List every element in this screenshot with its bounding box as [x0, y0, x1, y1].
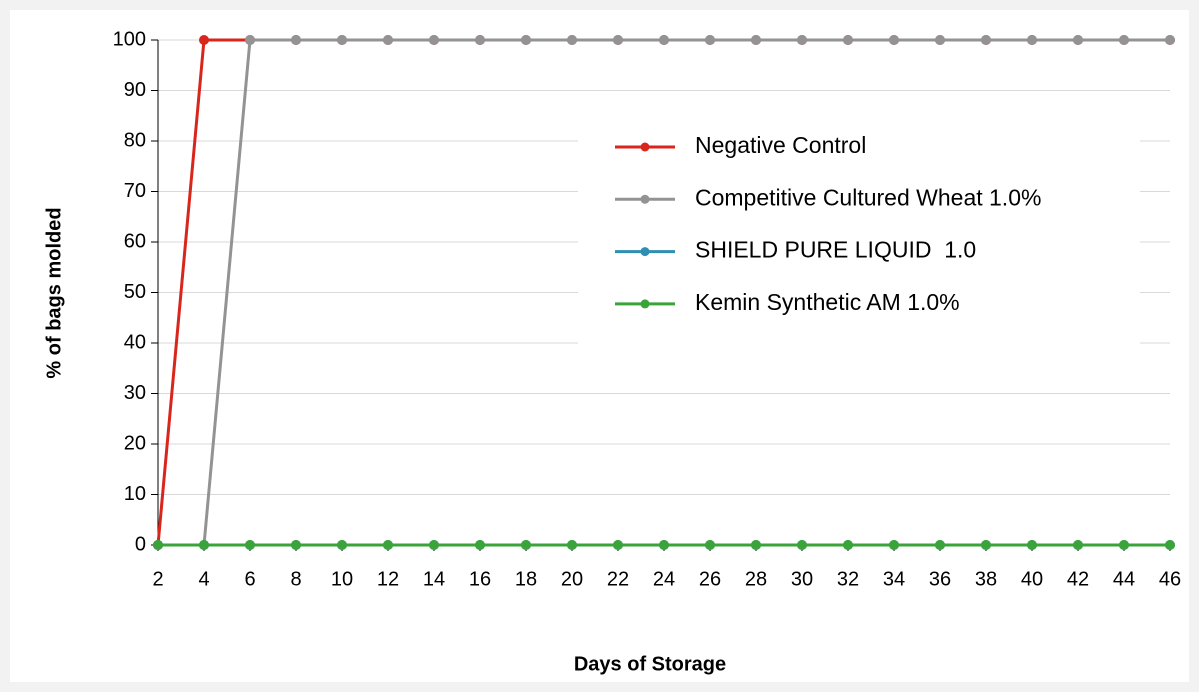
x-tick-label: 30: [791, 568, 813, 590]
data-point: [199, 35, 209, 45]
x-tick-label: 46: [1159, 568, 1181, 590]
data-point: [429, 35, 439, 45]
data-point: [981, 540, 991, 550]
legend-label: SHIELD PURE LIQUID 1.0: [695, 237, 976, 263]
x-tick-label: 24: [653, 568, 675, 590]
legend-marker: [640, 247, 650, 257]
legend-marker: [640, 194, 650, 204]
data-point: [1119, 35, 1129, 45]
data-point: [1073, 35, 1083, 45]
y-tick-label: 90: [124, 79, 146, 101]
x-tick-label: 8: [290, 568, 301, 590]
x-tick-label: 12: [377, 568, 399, 590]
x-tick-label: 42: [1067, 568, 1089, 590]
data-point: [383, 540, 393, 550]
data-point: [153, 540, 163, 550]
data-point: [843, 35, 853, 45]
y-tick-label: 70: [124, 180, 146, 202]
x-tick-label: 44: [1113, 568, 1135, 590]
legend-label: Competitive Cultured Wheat 1.0%: [695, 184, 1041, 210]
y-tick-label: 20: [124, 432, 146, 454]
x-tick-label: 6: [244, 568, 255, 590]
data-point: [1165, 35, 1175, 45]
data-point: [889, 540, 899, 550]
data-point: [613, 540, 623, 550]
data-point: [337, 35, 347, 45]
x-tick-label: 20: [561, 568, 583, 590]
x-tick-label: 2: [152, 568, 163, 590]
legend-box: [578, 95, 1140, 365]
data-point: [1119, 540, 1129, 550]
legend-marker: [640, 299, 650, 309]
data-point: [245, 35, 255, 45]
x-tick-label: 16: [469, 568, 491, 590]
x-tick-label: 34: [883, 568, 905, 590]
data-point: [613, 35, 623, 45]
y-tick-label: 100: [113, 28, 146, 50]
data-point: [981, 35, 991, 45]
legend-label: Kemin Synthetic AM 1.0%: [695, 289, 960, 315]
data-point: [337, 540, 347, 550]
data-point: [751, 35, 761, 45]
y-tick-label: 80: [124, 129, 146, 151]
x-tick-label: 36: [929, 568, 951, 590]
x-tick-label: 28: [745, 568, 767, 590]
data-point: [475, 35, 485, 45]
data-point: [659, 540, 669, 550]
data-point: [935, 35, 945, 45]
data-point: [659, 35, 669, 45]
data-point: [751, 540, 761, 550]
y-tick-label: 50: [124, 281, 146, 303]
y-tick-label: 40: [124, 331, 146, 353]
data-point: [475, 540, 485, 550]
y-axis-title: % of bags molded: [43, 207, 65, 378]
data-point: [935, 540, 945, 550]
data-point: [843, 540, 853, 550]
x-tick-label: 14: [423, 568, 445, 590]
data-point: [521, 35, 531, 45]
x-tick-label: 32: [837, 568, 859, 590]
y-tick-label: 10: [124, 483, 146, 505]
y-tick-label: 0: [135, 533, 146, 555]
x-tick-label: 18: [515, 568, 537, 590]
data-point: [245, 540, 255, 550]
data-point: [567, 35, 577, 45]
data-point: [521, 540, 531, 550]
x-axis-title: Days of Storage: [574, 653, 726, 675]
data-point: [797, 35, 807, 45]
legend-label: Negative Control: [695, 132, 866, 158]
data-point: [1027, 540, 1037, 550]
data-point: [567, 540, 577, 550]
data-point: [1027, 35, 1037, 45]
data-point: [705, 35, 715, 45]
data-point: [705, 540, 715, 550]
data-point: [429, 540, 439, 550]
data-point: [1165, 540, 1175, 550]
x-tick-label: 10: [331, 568, 353, 590]
legend-marker: [640, 142, 650, 152]
x-tick-label: 4: [198, 568, 209, 590]
data-point: [291, 35, 301, 45]
y-tick-label: 30: [124, 382, 146, 404]
x-tick-label: 40: [1021, 568, 1043, 590]
data-point: [797, 540, 807, 550]
data-point: [1073, 540, 1083, 550]
y-tick-label: 60: [124, 230, 146, 252]
data-point: [889, 35, 899, 45]
x-tick-label: 38: [975, 568, 997, 590]
data-point: [291, 540, 301, 550]
x-tick-label: 26: [699, 568, 721, 590]
x-tick-label: 22: [607, 568, 629, 590]
data-point: [199, 540, 209, 550]
data-point: [383, 35, 393, 45]
